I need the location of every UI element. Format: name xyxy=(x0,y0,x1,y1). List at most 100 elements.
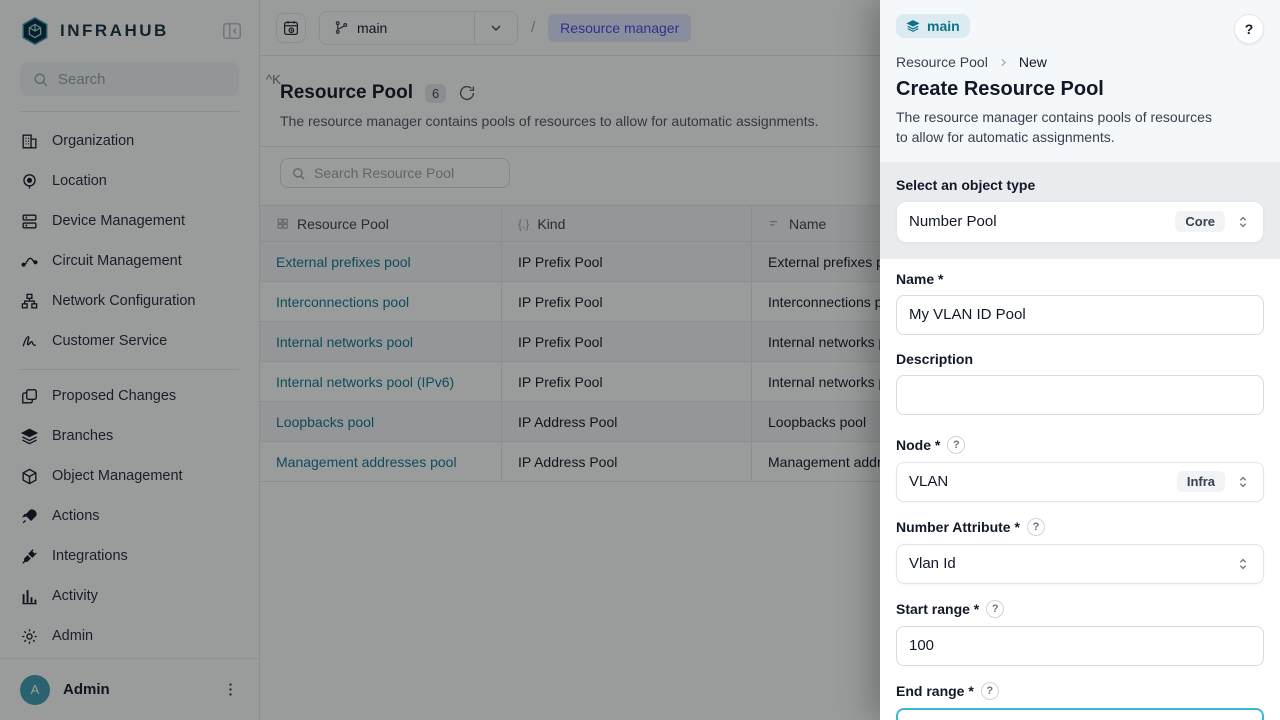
pool-link[interactable]: Management addresses pool xyxy=(260,442,502,481)
sidebar-item-branches[interactable]: Branches xyxy=(0,416,259,456)
field-start-range: Start range * ? xyxy=(896,599,1264,666)
signature-icon xyxy=(20,332,39,351)
pool-link[interactable]: Loopbacks pool xyxy=(260,402,502,441)
sidebar-item-label: Location xyxy=(52,173,107,189)
drawer-subtitle: The resource manager contains pools of r… xyxy=(896,109,1212,146)
breadcrumb-resource-pool[interactable]: Resource Pool xyxy=(896,54,988,70)
end-range-input[interactable] xyxy=(896,707,1264,720)
namespace-badge: Infra xyxy=(1176,471,1225,493)
sidebar-item-proposed-changes[interactable]: Proposed Changes xyxy=(0,376,259,416)
description-label: Description xyxy=(896,350,974,367)
pool-link[interactable]: Internal networks pool (IPv6) xyxy=(260,362,502,401)
sidebar-item-label: Circuit Management xyxy=(52,253,182,269)
gear-icon xyxy=(20,627,39,646)
divider xyxy=(20,111,239,112)
sidebar-item-label: Admin xyxy=(52,628,94,644)
sidebar-item-admin[interactable]: Admin xyxy=(0,616,259,656)
pool-kind: IP Prefix Pool xyxy=(502,322,752,361)
sidebar-item-network-configuration[interactable]: Network Configuration xyxy=(0,281,259,321)
search-shortcut: ^K xyxy=(266,71,281,87)
select-chevrons-icon xyxy=(1235,474,1251,490)
object-type-value: Number Pool xyxy=(909,213,997,231)
table-search-input[interactable] xyxy=(314,165,499,181)
sidebar-item-circuit-management[interactable]: Circuit Management xyxy=(0,241,259,281)
text-lines-icon xyxy=(768,217,781,230)
help-button[interactable]: ? xyxy=(1234,14,1264,44)
drawer-breadcrumb: Resource Pool New xyxy=(896,54,1264,70)
sidebar-item-customer-service[interactable]: Customer Service xyxy=(0,321,259,361)
branch-badge: main xyxy=(896,14,970,38)
refresh-icon[interactable] xyxy=(458,84,476,102)
description-textarea[interactable] xyxy=(896,374,1264,415)
pool-kind: IP Address Pool xyxy=(502,442,752,481)
column-header-name[interactable]: Name xyxy=(752,206,1280,241)
table-search[interactable] xyxy=(280,158,510,188)
branch-selector-value: main xyxy=(320,12,474,44)
time-travel-button[interactable] xyxy=(276,12,306,43)
chevron-right-icon xyxy=(997,56,1010,69)
pool-kind: IP Prefix Pool xyxy=(502,282,752,321)
node-help-icon[interactable]: ? xyxy=(947,435,966,454)
field-name: Name * xyxy=(896,271,1264,335)
number-attribute-select[interactable]: Vlan Id xyxy=(896,543,1264,584)
chevron-down-icon xyxy=(474,11,517,44)
topbar: main / Resource manager xyxy=(260,0,1280,56)
page-subtitle: The resource manager contains pools of r… xyxy=(280,113,819,129)
name-input[interactable] xyxy=(896,294,1264,335)
pool-link[interactable]: Internal networks pool xyxy=(260,322,502,361)
branch-selector[interactable]: main xyxy=(319,10,518,45)
sidebar-item-label: Integrations xyxy=(52,548,128,564)
drawer-title: Create Resource Pool xyxy=(896,78,1104,100)
location-pin-icon xyxy=(20,172,39,191)
layers-icon xyxy=(906,19,920,33)
grid-icon xyxy=(276,217,289,230)
title-row: Resource Pool 6 xyxy=(280,82,1260,104)
name-label: Name * xyxy=(896,270,944,287)
column-label: Kind xyxy=(537,215,566,232)
sidebar-collapse-icon[interactable] xyxy=(221,20,243,42)
namespace-badge: Core xyxy=(1175,211,1225,233)
user-menu-kebab-icon[interactable] xyxy=(222,681,239,698)
sidebar-item-organization[interactable]: Organization xyxy=(0,121,259,161)
number-attribute-label: Number Attribute * xyxy=(896,518,1020,535)
number-attribute-help-icon[interactable]: ? xyxy=(1026,517,1045,536)
sidebar-item-device-management[interactable]: Device Management xyxy=(0,201,259,241)
user-name: Admin xyxy=(63,681,110,698)
sidebar-item-integrations[interactable]: Integrations xyxy=(0,536,259,576)
end-range-help-icon[interactable]: ? xyxy=(980,681,999,700)
pool-name: Loopbacks pool xyxy=(768,413,867,430)
select-chevrons-icon xyxy=(1235,556,1251,572)
object-type-select[interactable]: Number Pool Core xyxy=(896,200,1264,243)
sidebar-search[interactable]: ^K xyxy=(20,62,281,96)
pool-link[interactable]: Interconnections pool xyxy=(260,282,502,321)
node-select[interactable]: VLAN Infra xyxy=(896,461,1264,502)
node-label: Node * xyxy=(896,436,941,453)
object-type-label: Select an object type xyxy=(896,176,1036,193)
drawer-form: Name * Description Node * ? VLAN Infra xyxy=(880,258,1280,720)
sidebar-item-object-management[interactable]: Object Management xyxy=(0,456,259,496)
cube-icon xyxy=(20,467,39,486)
pool-name: Internal networks pool xyxy=(768,333,905,350)
select-chevrons-icon xyxy=(1235,214,1251,230)
bar-chart-icon xyxy=(20,587,39,606)
sidebar-item-label: Customer Service xyxy=(52,333,168,349)
git-branch-icon xyxy=(334,20,349,35)
rocket-icon xyxy=(20,507,39,526)
pool-kind: IP Prefix Pool xyxy=(502,362,752,401)
plug-icon xyxy=(20,547,39,566)
pool-link[interactable]: External prefixes pool xyxy=(260,242,502,281)
sidebar-item-location[interactable]: Location xyxy=(0,161,259,201)
sidebar-search-input[interactable] xyxy=(58,70,257,88)
column-header-kind[interactable]: {.} Kind xyxy=(502,206,752,241)
sidebar-item-actions[interactable]: Actions xyxy=(0,496,259,536)
end-range-label: End range * xyxy=(896,682,974,699)
breadcrumb-resource-manager[interactable]: Resource manager xyxy=(548,13,692,42)
field-number-attribute: Number Attribute * ? Vlan Id xyxy=(896,517,1264,584)
user-footer: A Admin xyxy=(0,658,259,720)
start-range-input[interactable] xyxy=(896,625,1264,666)
server-icon xyxy=(20,212,39,231)
start-range-help-icon[interactable]: ? xyxy=(986,599,1005,618)
sidebar-item-label: Activity xyxy=(52,588,98,604)
sidebar-item-activity[interactable]: Activity xyxy=(0,576,259,616)
column-header-resource-pool[interactable]: Resource Pool xyxy=(260,206,502,241)
